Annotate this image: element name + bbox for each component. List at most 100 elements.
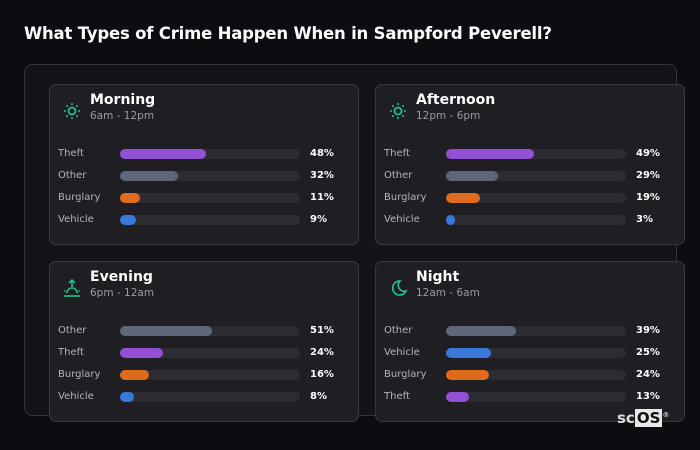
value-label: 25% [636, 347, 660, 358]
category-label: Burglary [384, 192, 427, 203]
value-label: 3% [636, 214, 653, 225]
logo-mark: ® [662, 411, 670, 419]
bar-theft [446, 149, 535, 159]
category-label: Vehicle [384, 347, 420, 358]
scos-logo: sc OS ® [617, 409, 669, 427]
panel-title: Morning [90, 92, 156, 108]
bar-row: Burglary 24% [384, 368, 674, 382]
category-label: Other [58, 170, 87, 181]
bar-vehicle [446, 215, 455, 225]
panel-time-range: 12am - 6am [416, 287, 480, 299]
category-label: Vehicle [384, 214, 420, 225]
panel-night: Night 12am - 6am Other 39% Vehicle 25% B… [375, 261, 685, 422]
bar-vehicle [120, 215, 137, 225]
bar-track [120, 149, 300, 159]
bar-track [446, 326, 626, 336]
panel-evening: Evening 6pm - 12am Other 51% Theft 24% B… [49, 261, 359, 422]
bar-track [120, 348, 300, 358]
category-label: Theft [58, 347, 84, 358]
bar-track [120, 171, 300, 181]
bar-track [120, 370, 300, 380]
panel-morning: Morning 6am - 12pm Theft 48% Other 32% B… [49, 84, 359, 245]
bar-other [446, 326, 517, 336]
bar-track [446, 370, 626, 380]
bar-track [446, 392, 626, 402]
panel-title: Afternoon [416, 92, 496, 108]
category-label: Theft [384, 148, 410, 159]
bar-burglary [446, 193, 481, 203]
logo-sc: sc [617, 409, 635, 427]
value-label: 8% [310, 391, 327, 402]
panel-time-range: 12pm - 6pm [416, 110, 481, 122]
category-label: Burglary [58, 192, 101, 203]
bar-track [120, 392, 300, 402]
panel-title: Night [416, 269, 460, 285]
bar-row: Theft 48% [58, 147, 348, 161]
value-label: 13% [636, 391, 660, 402]
bar-track [446, 149, 626, 159]
value-label: 39% [636, 325, 660, 336]
bar-row: Theft 24% [58, 346, 348, 360]
bar-vehicle [120, 392, 135, 402]
bar-row: Other 32% [58, 169, 348, 183]
bar-track [446, 348, 626, 358]
bar-row: Vehicle 25% [384, 346, 674, 360]
category-label: Theft [58, 148, 84, 159]
category-label: Burglary [58, 369, 101, 380]
bar-burglary [446, 370, 490, 380]
sun-icon [388, 101, 408, 121]
category-label: Other [384, 170, 413, 181]
category-label: Vehicle [58, 214, 94, 225]
bar-other [120, 171, 178, 181]
bar-row: Burglary 11% [58, 191, 348, 205]
bar-track [446, 171, 626, 181]
sun-icon [62, 101, 82, 121]
bar-other [120, 326, 212, 336]
bar-row: Other 39% [384, 324, 674, 338]
bar-vehicle [446, 348, 491, 358]
bar-row: Vehicle 8% [58, 390, 348, 404]
value-label: 32% [310, 170, 334, 181]
value-label: 48% [310, 148, 334, 159]
value-label: 9% [310, 214, 327, 225]
bar-row: Other 51% [58, 324, 348, 338]
value-label: 24% [310, 347, 334, 358]
bar-theft [446, 392, 470, 402]
panel-title: Evening [90, 269, 153, 285]
category-label: Theft [384, 391, 410, 402]
value-label: 24% [636, 369, 660, 380]
bar-track [446, 193, 626, 203]
value-label: 19% [636, 192, 660, 203]
value-label: 16% [310, 369, 334, 380]
bar-track [120, 193, 300, 203]
bar-row: Theft 49% [384, 147, 674, 161]
bar-burglary [120, 193, 140, 203]
bar-row: Theft 13% [384, 390, 674, 404]
value-label: 49% [636, 148, 660, 159]
bar-burglary [120, 370, 149, 380]
category-label: Vehicle [58, 391, 94, 402]
bar-row: Other 29% [384, 169, 674, 183]
bar-row: Vehicle 9% [58, 213, 348, 227]
sunset-icon [62, 278, 82, 298]
category-label: Burglary [384, 369, 427, 380]
bar-row: Burglary 16% [58, 368, 348, 382]
bar-track [120, 326, 300, 336]
panel-time-range: 6am - 12pm [90, 110, 155, 122]
value-label: 51% [310, 325, 334, 336]
bar-track [446, 215, 626, 225]
panel-afternoon: Afternoon 12pm - 6pm Theft 49% Other 29%… [375, 84, 685, 245]
bar-other [446, 171, 499, 181]
category-label: Other [58, 325, 87, 336]
panel-time-range: 6pm - 12am [90, 287, 155, 299]
bar-row: Burglary 19% [384, 191, 674, 205]
bar-theft [120, 348, 164, 358]
page-title: What Types of Crime Happen When in Sampf… [24, 24, 552, 43]
bar-row: Vehicle 3% [384, 213, 674, 227]
bar-track [120, 215, 300, 225]
moon-icon [388, 278, 408, 298]
category-label: Other [384, 325, 413, 336]
logo-os: OS [634, 409, 663, 427]
value-label: 11% [310, 192, 334, 203]
bar-theft [120, 149, 207, 159]
